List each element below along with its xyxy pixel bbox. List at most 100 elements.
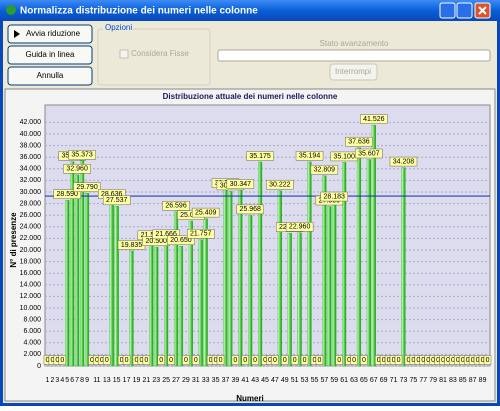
value-label-box [315, 355, 324, 365]
value-label: 0 [436, 357, 440, 364]
cancel-button[interactable]: Annulla [7, 66, 93, 86]
value-label-box [394, 355, 403, 365]
bar [70, 161, 75, 367]
value-label: 0 [362, 357, 366, 364]
value-label: 0 [377, 357, 381, 364]
value-label: 0 [451, 357, 455, 364]
value-label: 21.666 [155, 231, 177, 238]
x-tick-label: 65 [360, 377, 368, 384]
x-tick-label: 61 [340, 377, 348, 384]
y-tick-label: 14.000 [20, 282, 42, 289]
value-label: 0 [219, 357, 223, 364]
value-label: 20.650 [170, 237, 192, 244]
value-label: 29.790 [76, 184, 98, 191]
stop-button[interactable] [329, 63, 378, 81]
button[interactable] [7, 66, 93, 86]
x-tick-label: 8 [80, 377, 84, 384]
value-label-box [152, 229, 180, 240]
start-button[interactable]: Avvia riduzione [7, 24, 93, 44]
value-label-box [241, 355, 249, 365]
bar [173, 211, 179, 367]
value-label: 0 [456, 357, 460, 364]
value-label-box [157, 355, 165, 365]
bar [223, 188, 228, 367]
value-label-box [226, 179, 255, 189]
x-axis-label: Numeri [236, 394, 264, 403]
value-label: 0 [169, 357, 173, 364]
y-tick-label: 22.000 [20, 235, 42, 242]
minimize[interactable] [439, 2, 456, 19]
value-label-box [68, 150, 96, 160]
button-label: Guida in linea [26, 50, 75, 59]
value-label: 0 [392, 357, 396, 364]
group-label-bg [103, 24, 133, 33]
value-label: 26.596 [165, 203, 187, 210]
value-label: 0 [352, 357, 356, 364]
value-label: 35.373 [71, 152, 93, 159]
value-label: 0 [184, 357, 188, 364]
button[interactable] [7, 24, 93, 44]
value-label: 30.347 [230, 181, 252, 188]
window-title: Normalizza distribuzione dei numeri nell… [20, 6, 258, 17]
value-label: 32.809 [314, 167, 336, 174]
x-tick-label: 49 [281, 377, 289, 384]
x-tick-label: 83 [449, 377, 457, 384]
value-label: 27.537 [106, 197, 128, 204]
x-tick-label: 67 [370, 377, 378, 384]
bar [154, 246, 159, 367]
value-label: 0 [387, 357, 391, 364]
x-tick-label: 5 [65, 377, 69, 384]
y-tick-label: 32.000 [20, 177, 42, 184]
value-label: 19.835 [121, 242, 143, 249]
value-label: 0 [233, 357, 237, 364]
bar [188, 220, 193, 367]
value-label: 0 [46, 357, 50, 364]
value-label-box [167, 235, 195, 245]
x-tick-label: 43 [251, 377, 259, 384]
value-label: 25.000 [180, 212, 202, 219]
bar [307, 161, 312, 367]
x-tick-label: 31 [192, 377, 200, 384]
value-label: 0 [406, 357, 410, 364]
value-label-box [167, 355, 175, 365]
maximize[interactable] [456, 2, 473, 19]
bar [129, 250, 134, 367]
value-label-box [360, 114, 388, 124]
value-label: 0 [135, 357, 139, 364]
bar [401, 167, 406, 367]
y-tick-label: 18.000 [20, 258, 42, 265]
value-label: 0 [263, 357, 267, 364]
help-button[interactable]: Guida in linea [7, 45, 93, 65]
value-label-box [187, 229, 215, 239]
x-tick-label: 2 [50, 377, 54, 384]
value-label-box [285, 222, 314, 232]
x-tick-label: 59 [330, 377, 338, 384]
bar [164, 240, 169, 367]
y-tick-label: 20.000 [20, 247, 42, 254]
value-label: 0 [347, 357, 351, 364]
plot-area [44, 104, 491, 367]
y-tick-label: 8.000 [23, 316, 41, 323]
x-tick-label: 37 [222, 377, 230, 384]
y-tick-label: 12.000 [20, 293, 42, 300]
x-tick-label: 41 [241, 377, 249, 384]
x-tick-label: 33 [202, 377, 210, 384]
x-tick-label: 21 [142, 377, 150, 384]
value-label-box [216, 355, 225, 365]
value-label-box [73, 182, 101, 192]
close-icon [478, 6, 487, 15]
bar [371, 124, 376, 367]
button[interactable] [7, 45, 93, 65]
value-label-box [320, 191, 348, 202]
value-label-box [192, 355, 200, 365]
x-tick-label: 73 [400, 377, 408, 384]
y-tick-label: 4.000 [23, 340, 41, 347]
app-icon [6, 5, 16, 15]
value-label: 0 [120, 357, 124, 364]
checkbox[interactable] [119, 49, 129, 59]
x-tick-label: 13 [103, 377, 111, 384]
value-label-box [191, 207, 220, 218]
value-label: 21.500 [141, 232, 163, 239]
bar [327, 206, 332, 367]
